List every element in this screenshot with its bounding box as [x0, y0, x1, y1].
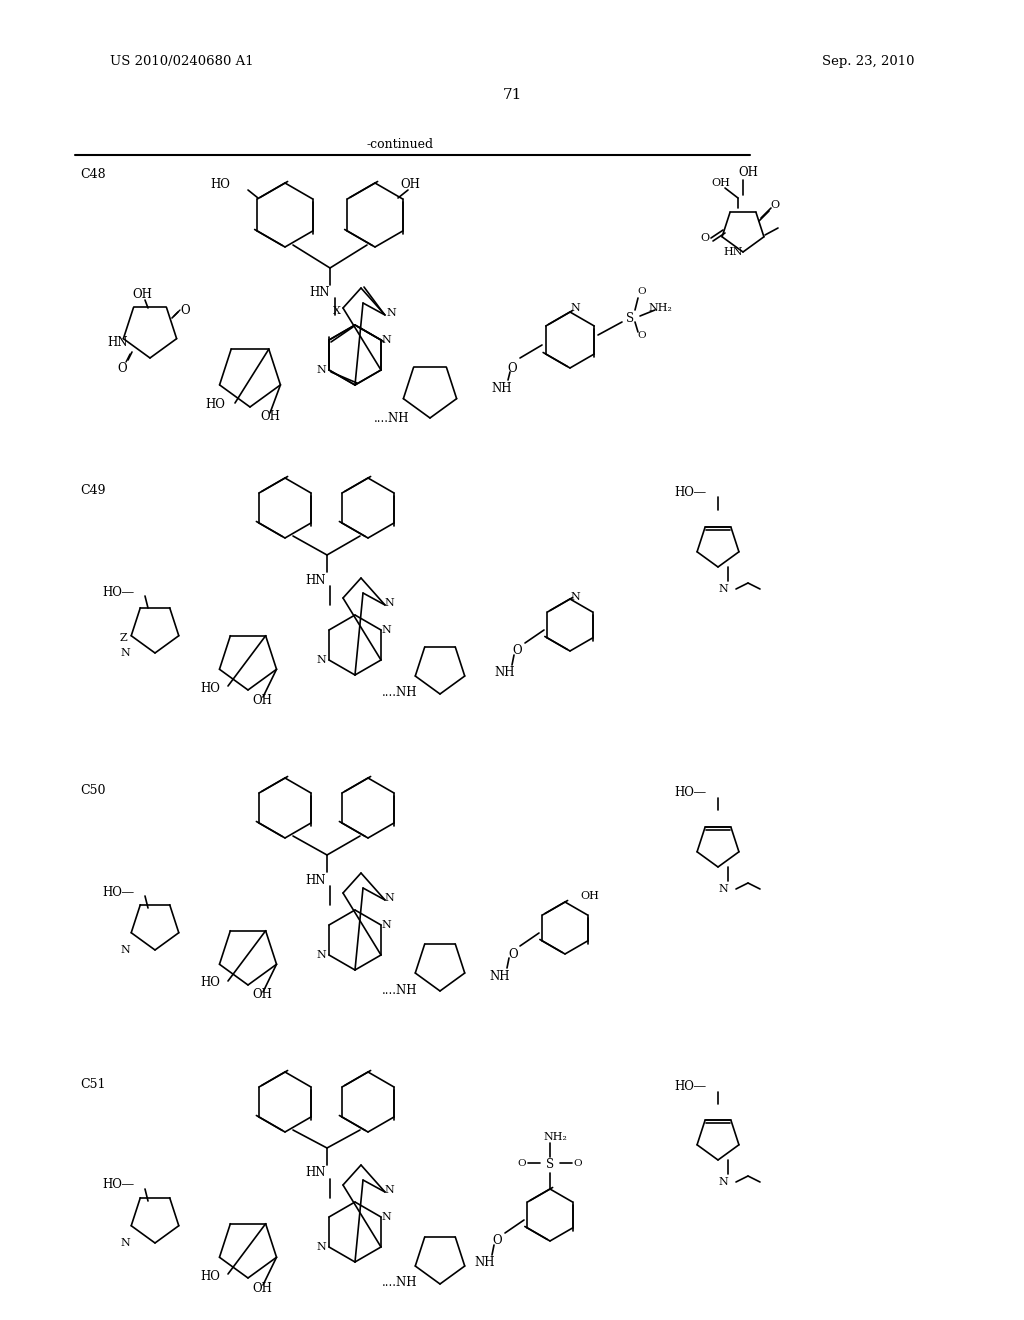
Text: HN: HN: [309, 285, 331, 298]
Text: HN: HN: [306, 573, 327, 586]
Text: ....NH: ....NH: [382, 983, 418, 997]
Text: O: O: [508, 948, 518, 961]
Text: O: O: [518, 1159, 526, 1167]
Text: C48: C48: [80, 169, 105, 181]
Text: O: O: [512, 644, 522, 657]
Text: NH: NH: [495, 667, 515, 680]
Text: N: N: [120, 1238, 130, 1247]
Text: C50: C50: [80, 784, 105, 796]
Text: HO: HO: [205, 399, 225, 412]
Text: HO: HO: [200, 681, 220, 694]
Text: OH: OH: [400, 178, 420, 191]
Text: N: N: [316, 655, 326, 665]
Text: N: N: [570, 304, 580, 313]
Text: OH: OH: [581, 891, 599, 902]
Text: N: N: [316, 366, 326, 375]
Text: OH: OH: [712, 178, 730, 187]
Text: ....NH: ....NH: [382, 1276, 418, 1290]
Text: HO―: HO―: [102, 886, 134, 899]
Text: N: N: [381, 335, 391, 345]
Text: HN: HN: [306, 1167, 327, 1180]
Text: HO―: HO―: [674, 1081, 706, 1093]
Text: HO: HO: [210, 178, 230, 191]
Text: 71: 71: [503, 88, 521, 102]
Text: N: N: [570, 591, 580, 602]
Text: N: N: [120, 945, 130, 954]
Text: N: N: [381, 1212, 391, 1222]
Text: HO: HO: [200, 1270, 220, 1283]
Text: S: S: [546, 1159, 554, 1172]
Text: Sep. 23, 2010: Sep. 23, 2010: [821, 55, 914, 69]
Text: C51: C51: [80, 1078, 105, 1092]
Text: NH₂: NH₂: [543, 1133, 567, 1142]
Text: HN: HN: [306, 874, 327, 887]
Text: N: N: [386, 308, 396, 318]
Text: O: O: [117, 362, 127, 375]
Text: O: O: [638, 288, 646, 297]
Text: N: N: [384, 894, 394, 903]
Text: NH₂: NH₂: [648, 304, 672, 313]
Text: HO―: HO―: [674, 787, 706, 800]
Text: N: N: [718, 583, 728, 594]
Text: N: N: [384, 598, 394, 609]
Text: X: X: [333, 306, 341, 315]
Text: N: N: [718, 884, 728, 894]
Text: C49: C49: [80, 483, 105, 496]
Text: O: O: [573, 1159, 583, 1167]
Text: ....NH: ....NH: [374, 412, 410, 425]
Text: HO―: HO―: [102, 1179, 134, 1192]
Text: N: N: [384, 1185, 394, 1195]
Text: HN: HN: [723, 247, 742, 257]
Text: N: N: [316, 950, 326, 960]
Text: NH: NH: [475, 1257, 496, 1270]
Text: US 2010/0240680 A1: US 2010/0240680 A1: [110, 55, 254, 69]
Text: Z: Z: [119, 634, 127, 643]
Text: HO: HO: [200, 977, 220, 990]
Text: N: N: [316, 1242, 326, 1251]
Text: N: N: [718, 1177, 728, 1187]
Text: OH: OH: [132, 289, 152, 301]
Text: -continued: -continued: [367, 139, 433, 152]
Text: HO―: HO―: [102, 586, 134, 598]
Text: O: O: [700, 234, 710, 243]
Text: O: O: [507, 362, 517, 375]
Text: S: S: [626, 312, 634, 325]
Text: OH: OH: [252, 693, 272, 706]
Text: NH: NH: [489, 969, 510, 982]
Text: OH: OH: [252, 1282, 272, 1295]
Text: HN: HN: [108, 335, 128, 348]
Text: OH: OH: [260, 411, 280, 424]
Text: O: O: [638, 330, 646, 339]
Text: O: O: [180, 304, 189, 317]
Text: N: N: [381, 920, 391, 931]
Text: O: O: [493, 1234, 502, 1247]
Text: O: O: [770, 201, 779, 210]
Text: HO―: HO―: [674, 486, 706, 499]
Text: N: N: [381, 624, 391, 635]
Text: N: N: [120, 648, 130, 657]
Text: OH: OH: [738, 165, 758, 178]
Text: ....NH: ....NH: [382, 686, 418, 700]
Text: NH: NH: [492, 381, 512, 395]
Text: OH: OH: [252, 989, 272, 1002]
